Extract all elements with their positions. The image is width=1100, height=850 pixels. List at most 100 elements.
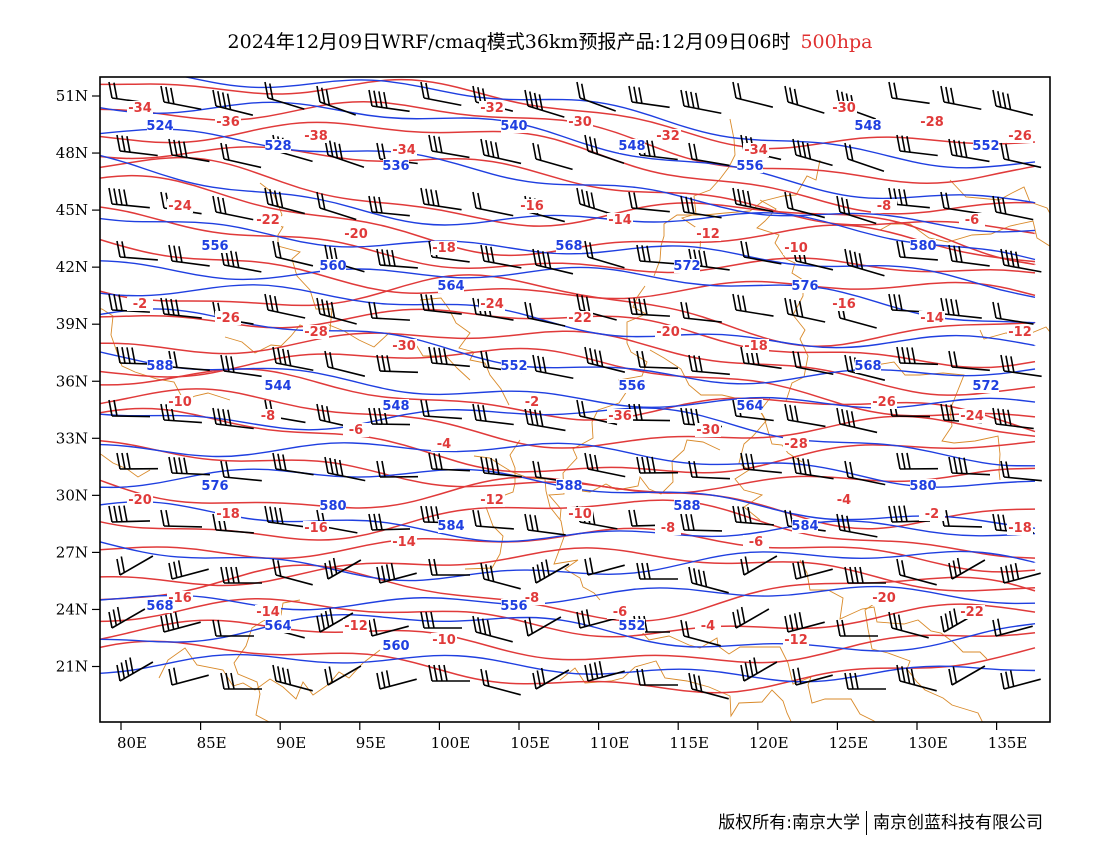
height-label: 556 xyxy=(618,379,645,394)
wind-barb xyxy=(368,301,410,321)
wind-barb xyxy=(1000,248,1042,273)
temperature-label: -6 xyxy=(349,423,363,438)
chart-title: 2024年12月09日WRF/cmaq模式36km预报产品:12月09日06时 5… xyxy=(0,27,1100,54)
wind-barb xyxy=(940,297,982,319)
wind-barb xyxy=(948,138,990,163)
height-label: 548 xyxy=(618,139,645,154)
wind-barb xyxy=(784,85,825,114)
wind-barb xyxy=(420,611,462,629)
temperature-label: -6 xyxy=(749,535,763,550)
x-tick-label: 105E xyxy=(510,734,550,752)
wind-barb xyxy=(480,456,522,478)
height-label: 560 xyxy=(319,259,346,274)
height-label: 556 xyxy=(500,599,527,614)
wind-barb xyxy=(584,134,625,165)
height-contour xyxy=(100,541,1036,582)
wind-barb xyxy=(688,566,729,594)
wind-barb xyxy=(272,558,313,586)
temperature-label: -16 xyxy=(168,591,192,606)
wind-barb xyxy=(688,142,730,167)
temperature-contour xyxy=(100,347,1036,418)
wind-barb xyxy=(688,354,730,376)
wind-barb xyxy=(220,566,262,584)
temperature-label: -20 xyxy=(872,591,896,606)
boundary-line xyxy=(158,647,381,700)
wind-barb xyxy=(628,85,670,109)
wind-barb xyxy=(1000,142,1042,169)
wind-barb xyxy=(888,81,930,105)
wind-barb xyxy=(844,566,886,584)
height-label: 584 xyxy=(437,519,464,534)
height-label: 564 xyxy=(736,399,763,414)
boundary-line xyxy=(949,179,1050,215)
wind-barb xyxy=(472,191,514,217)
wind-barb xyxy=(628,297,670,317)
height-label: 588 xyxy=(673,499,700,514)
wind-barb xyxy=(220,672,262,690)
wind-barb xyxy=(316,297,357,325)
height-contour xyxy=(182,77,1036,169)
x-tick-label: 130E xyxy=(908,734,948,752)
wind-barb xyxy=(316,608,354,633)
wind-barb xyxy=(576,187,617,217)
wind-barb xyxy=(264,81,305,110)
wind-barb xyxy=(636,456,679,474)
temperature-label: -24 xyxy=(168,199,192,214)
wind-barb xyxy=(836,407,878,434)
wind-barb xyxy=(784,297,826,323)
temperature-label: -34 xyxy=(128,101,152,116)
wind-barb xyxy=(108,399,151,418)
wind-barb xyxy=(108,187,150,209)
height-label: 556 xyxy=(736,159,763,174)
wind-barb xyxy=(784,611,825,633)
temperature-contour xyxy=(100,100,1036,185)
y-tick-label: 33N xyxy=(56,429,88,447)
temperature-contour xyxy=(100,78,1036,150)
wind-barb xyxy=(376,562,417,584)
wind-barb xyxy=(264,187,305,215)
wind-barb xyxy=(376,248,418,269)
footer-owner: 版权所有:南京大学 xyxy=(718,813,860,833)
temperature-label: -14 xyxy=(608,213,632,228)
plot-area: -34 -36 -38 -34 -32 -30 -32 -34 -30 -28 -26 -24 -22 -… xyxy=(100,77,1050,722)
wind-barb xyxy=(844,460,886,486)
wind-barb xyxy=(584,346,626,373)
height-contour xyxy=(100,442,1036,488)
wind-barb xyxy=(732,505,774,526)
wind-barb xyxy=(428,558,470,576)
wind-barb xyxy=(480,668,521,696)
wind-barb xyxy=(844,672,886,690)
wind-barb xyxy=(680,89,722,115)
wind-barbs xyxy=(108,81,1042,700)
temperature-label: -36 xyxy=(608,409,632,424)
temperature-label: -6 xyxy=(613,605,627,620)
wind-barb xyxy=(888,505,931,523)
wind-barb xyxy=(584,660,625,682)
wind-barb xyxy=(116,657,154,682)
height-label: 580 xyxy=(909,479,936,494)
temperature-contour xyxy=(100,619,1036,664)
temperature-label: -18 xyxy=(432,241,456,256)
map-frame xyxy=(99,76,1051,723)
wind-barb xyxy=(480,562,521,590)
height-label: 552 xyxy=(972,139,999,154)
wind-barb xyxy=(532,248,574,275)
height-contour xyxy=(100,613,1036,652)
wind-barb xyxy=(740,452,782,474)
temperature-label: -16 xyxy=(832,297,856,312)
boundary-line xyxy=(565,439,721,495)
temperature-label: -10 xyxy=(432,633,456,648)
wind-barb xyxy=(428,346,470,368)
temperature-contour xyxy=(100,121,1036,215)
wind-barb xyxy=(948,557,986,580)
temperature-label: -8 xyxy=(261,409,275,424)
wind-barb xyxy=(480,244,522,269)
temperature-contour xyxy=(100,156,1036,266)
wind-barb xyxy=(316,85,356,116)
temperature-label: -26 xyxy=(1008,129,1032,144)
boundary-line xyxy=(799,559,988,660)
height-contour xyxy=(100,128,1036,233)
x-tick-label: 95E xyxy=(356,734,386,752)
wind-barb xyxy=(272,240,314,267)
y-axis: 51N 48N 45N 42N 39N 36N 33N 30N 27N 24N 21N xyxy=(56,87,100,676)
